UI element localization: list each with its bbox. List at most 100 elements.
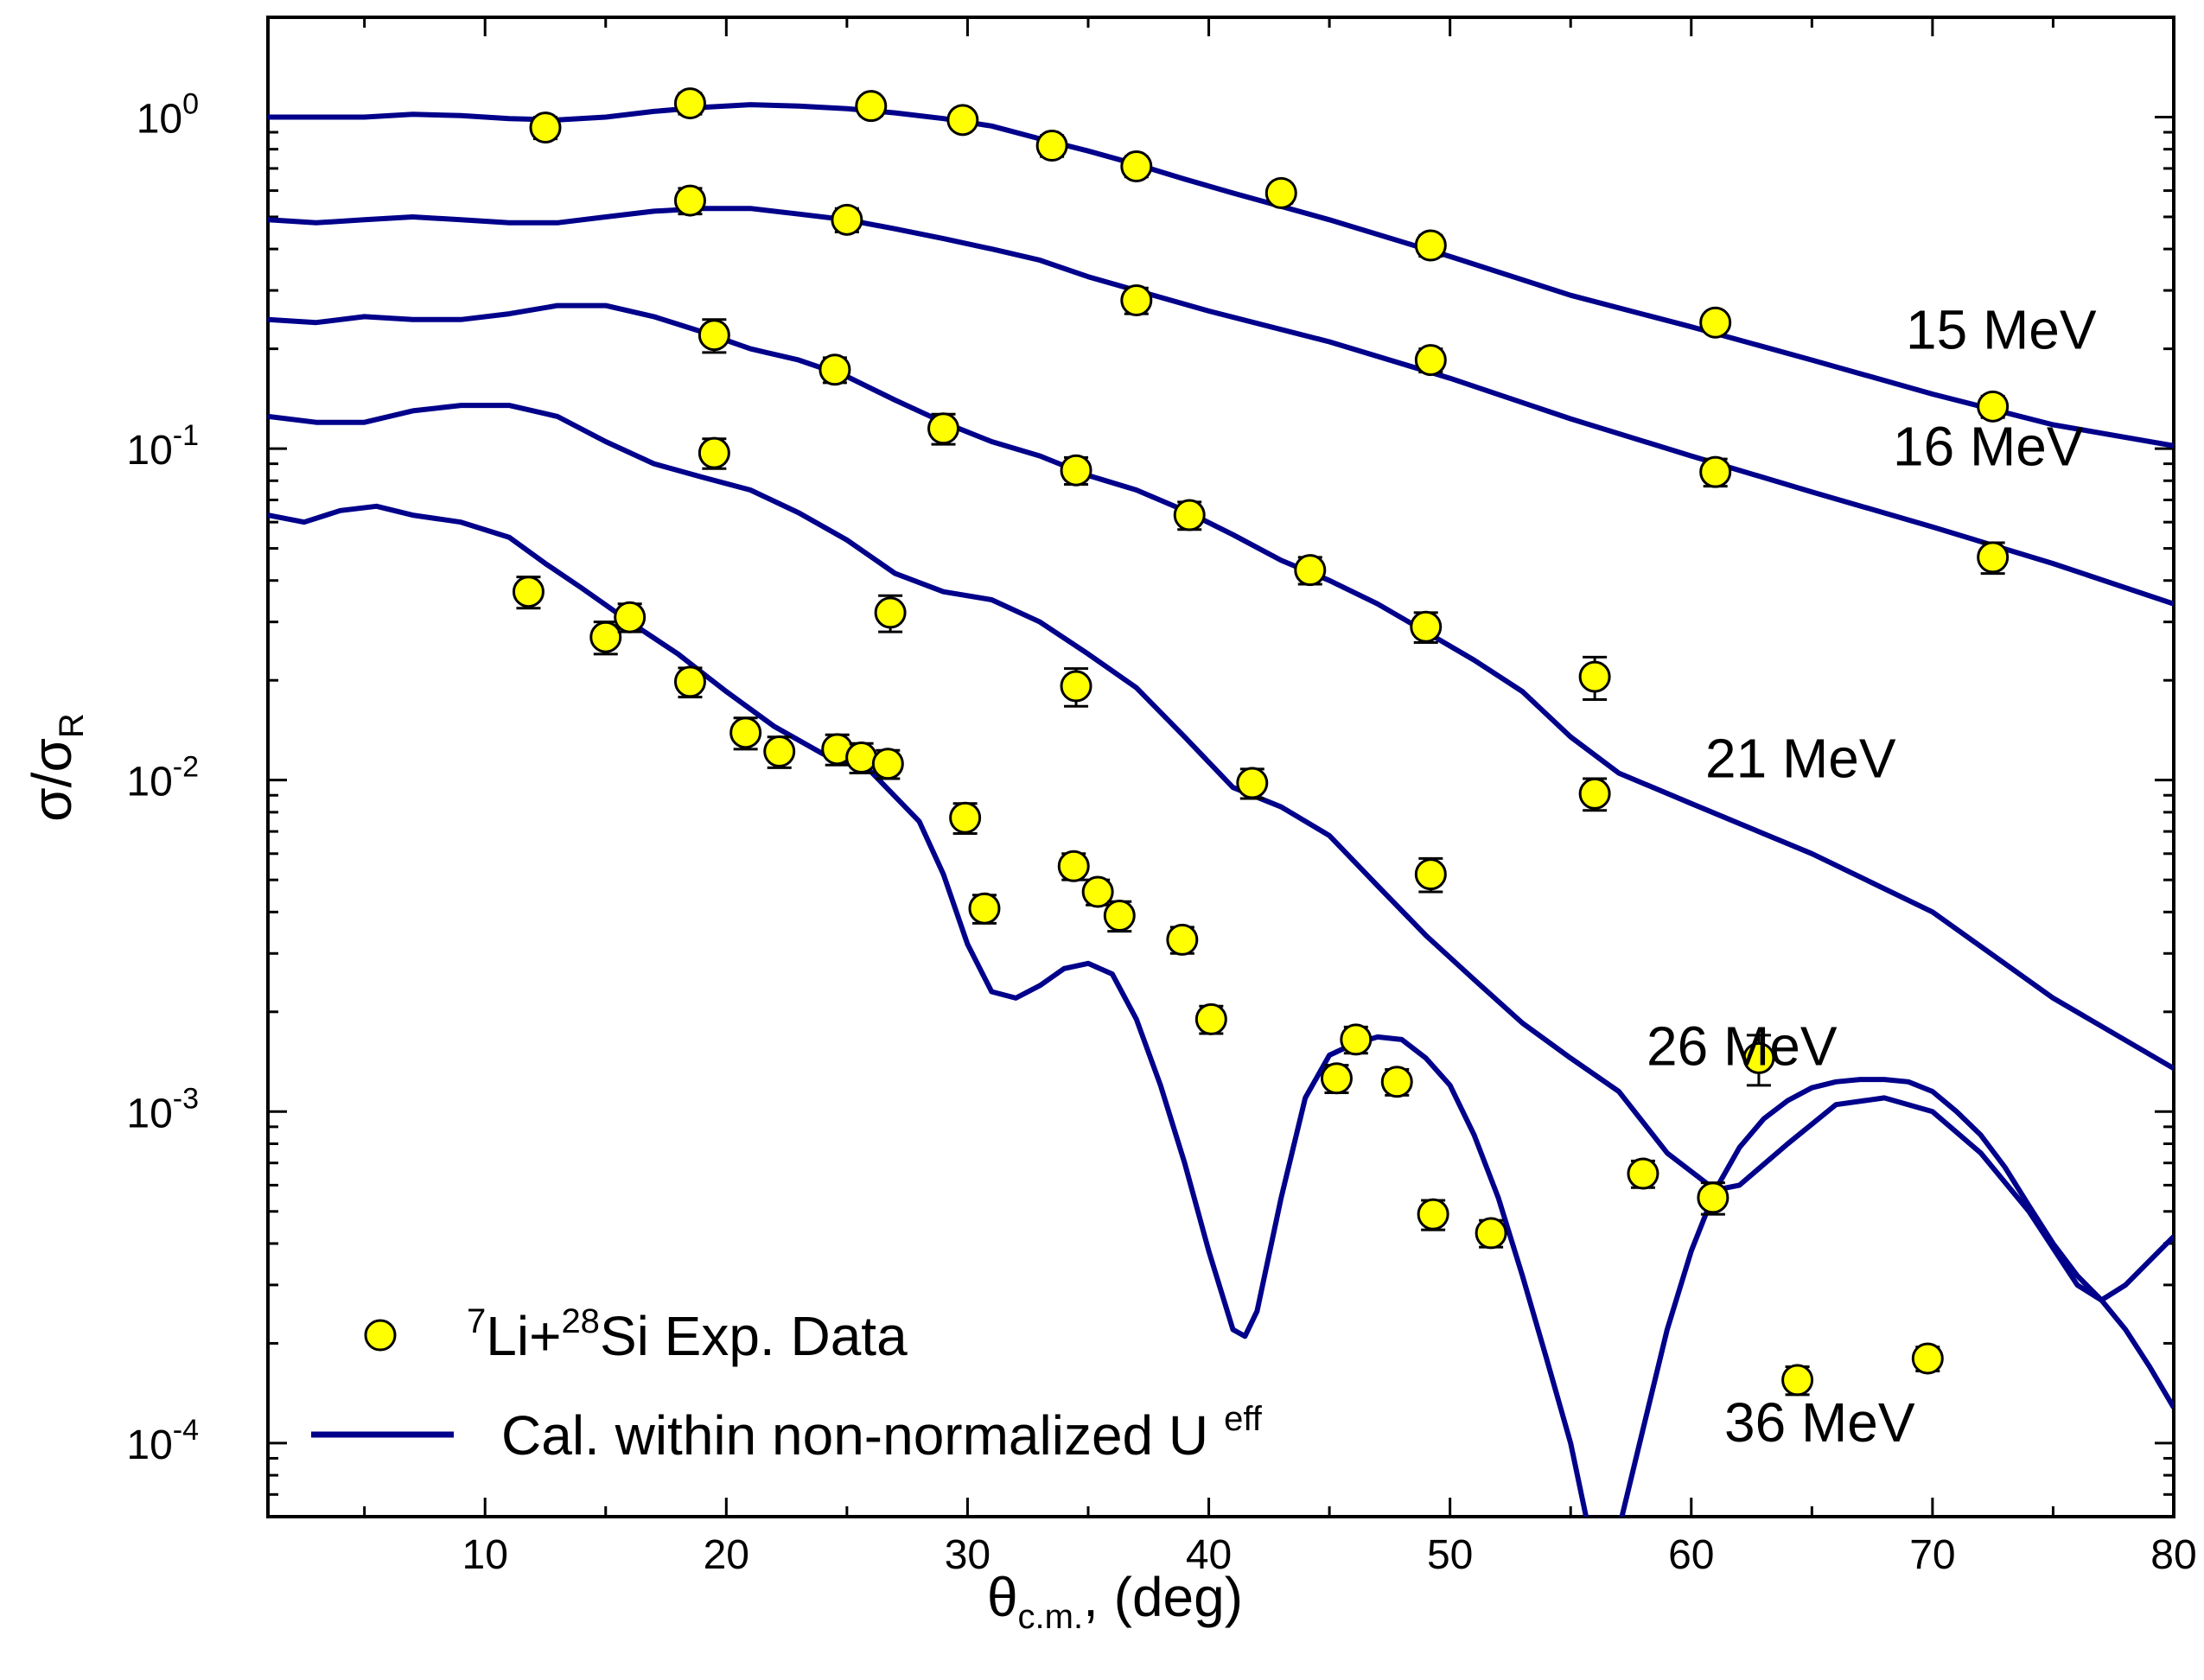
data-point (673, 184, 706, 217)
data-point (673, 665, 706, 699)
data-point (1380, 1066, 1413, 1098)
data-marker (1060, 454, 1092, 487)
data-marker (673, 87, 706, 120)
data-point (845, 741, 878, 775)
data-point (1699, 306, 1732, 339)
y-tick-exponent: -3 (173, 1082, 199, 1115)
x-tick-label: 80 (2150, 1532, 2196, 1578)
data-marker (1699, 455, 1732, 488)
data-point (1166, 923, 1199, 956)
data-point (698, 318, 730, 354)
data-marker (927, 412, 960, 445)
data-marker (1414, 858, 1447, 891)
data-marker (855, 90, 888, 123)
data-marker (1236, 767, 1269, 799)
y-axis-title: σ/σR (21, 713, 91, 822)
x-axis-title-rest: , (deg) (1083, 1566, 1243, 1628)
data-marker (1103, 900, 1136, 932)
data-point (1120, 284, 1153, 317)
y-tick-exponent: -1 (173, 419, 199, 452)
data-point (871, 748, 904, 780)
data-marker (1340, 1023, 1373, 1056)
axis-ticks (268, 16, 2175, 1518)
data-point (1060, 454, 1092, 487)
x-axis-title-base: θ (987, 1566, 1018, 1628)
x-axis-title-sub: c.m. (1018, 1598, 1084, 1636)
data-marker (763, 735, 796, 768)
calc-curve (268, 403, 2174, 1303)
y-tick-labels: 10-4 10-3 10-2 10-1 100 (126, 87, 199, 1467)
data-point (1340, 1023, 1373, 1056)
calc-curve (268, 302, 2174, 1071)
data-marker (1380, 1066, 1413, 1098)
energy-label: 15 MeV (1906, 299, 2097, 361)
x-tick-labels: 10 20 30 40 50 60 70 80 (462, 1532, 2197, 1578)
data-marker (1475, 1217, 1507, 1250)
x-tick-label: 60 (1668, 1532, 1714, 1578)
y-tick-label: 10-4 (126, 1414, 199, 1468)
data-point (1236, 767, 1269, 800)
data-marker (614, 601, 647, 633)
y-tick-label: 10-2 (126, 751, 199, 805)
data-point (1103, 900, 1136, 933)
legend-data-label: 7Li+28Si Exp. Data (467, 1302, 908, 1367)
legend-curve-sup: eff (1224, 1400, 1263, 1438)
data-point (1173, 499, 1206, 531)
y-tick-label: 10-1 (126, 419, 199, 474)
data-point (1120, 150, 1153, 183)
data-marker (1264, 176, 1297, 209)
data-point (698, 436, 730, 470)
x-tick-label: 30 (945, 1532, 991, 1578)
data-point (1697, 1181, 1729, 1216)
data-marker (1578, 777, 1611, 810)
legend-curve-text: Cal. within non-normalized U (501, 1404, 1208, 1467)
data-marker (819, 353, 851, 386)
legend-sup-7: 7 (467, 1302, 486, 1340)
data-point (729, 716, 762, 751)
data-marker (1081, 875, 1114, 908)
data-marker (1627, 1157, 1659, 1190)
data-point (819, 353, 851, 386)
data-point (1057, 850, 1090, 882)
data-marker (589, 620, 622, 653)
data-marker (673, 184, 706, 217)
data-point (529, 111, 562, 144)
data-point (1742, 1034, 1775, 1087)
data-point (1578, 777, 1611, 812)
x-axis-title: θc.m., (deg) (987, 1566, 1243, 1636)
data-point (1060, 667, 1092, 708)
data-point (512, 576, 545, 610)
data-marker (1194, 1002, 1227, 1035)
data-marker (946, 104, 979, 137)
calc-curve (268, 206, 2174, 607)
plot-frame (266, 16, 2175, 1518)
data-point (673, 87, 706, 120)
data-marker (1781, 1364, 1814, 1397)
data-point (614, 601, 647, 633)
energy-label: 21 MeV (1705, 727, 1896, 789)
y-tick-base: 10 (126, 1091, 172, 1136)
data-marker (949, 801, 982, 834)
y-tick-label: 100 (137, 87, 199, 142)
data-point (1194, 1002, 1227, 1035)
data-marker (1035, 130, 1068, 162)
y-tick-exponent: -4 (173, 1414, 199, 1447)
data-point (1699, 455, 1732, 488)
data-point (946, 104, 979, 137)
data-point (1417, 1198, 1449, 1231)
energy-label: 36 MeV (1724, 1391, 1915, 1454)
x-tick-label: 10 (462, 1532, 508, 1578)
data-point (831, 203, 863, 236)
data-marker (1060, 670, 1092, 703)
y-tick-exponent: -2 (173, 751, 199, 784)
data-marker (512, 576, 545, 608)
data-marker (1417, 1198, 1449, 1231)
data-point (1578, 655, 1611, 701)
data-marker (729, 716, 762, 749)
data-marker (1414, 344, 1447, 377)
data-point (763, 735, 796, 769)
data-marker (1320, 1062, 1353, 1095)
data-point (1977, 541, 2010, 576)
energy-label: 26 MeV (1647, 1015, 1838, 1078)
